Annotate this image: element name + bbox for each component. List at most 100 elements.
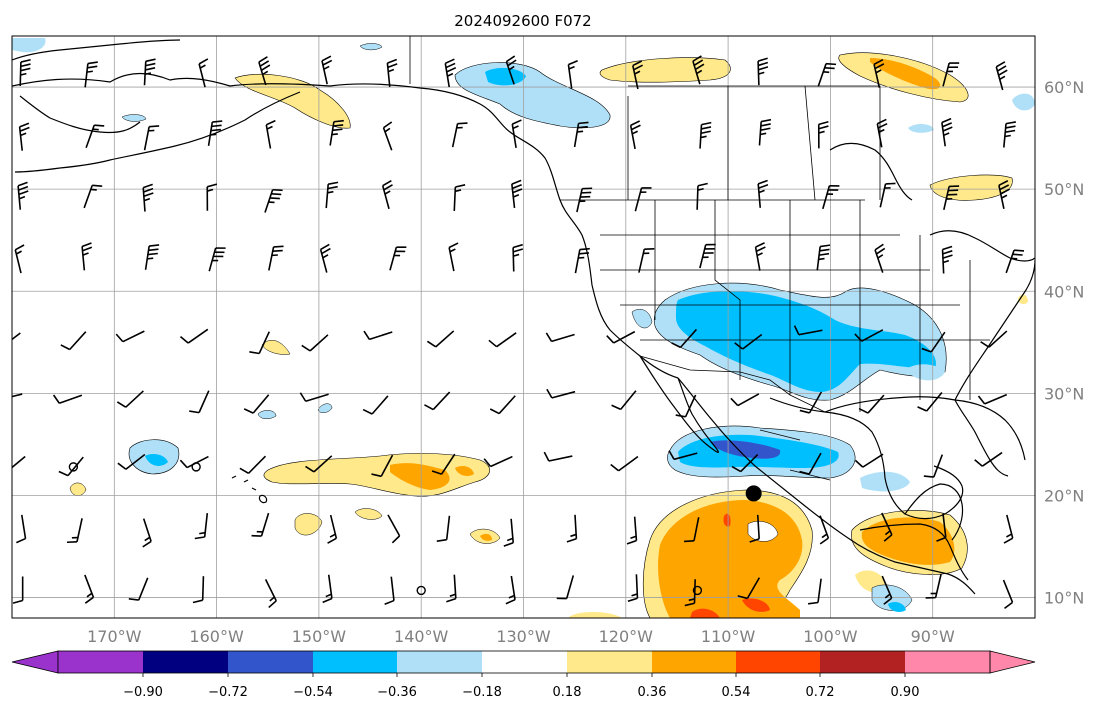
colorbar-segment xyxy=(567,651,652,673)
wind-barb-icon xyxy=(382,121,393,151)
wind-barb-icon xyxy=(12,332,21,341)
wind-barb-icon xyxy=(737,577,761,600)
colorbar-segment xyxy=(905,651,990,673)
wind-barb-icon xyxy=(503,518,515,547)
wind-barb-icon xyxy=(543,451,573,462)
wind-barb-icon xyxy=(611,390,637,411)
wind-barbs xyxy=(12,55,1025,610)
contour-small-blue-2 xyxy=(121,114,147,122)
colorbar: −0.90 −0.72 −0.54 −0.36 −0.18 0.18 0.36 0.54 0.7… xyxy=(11,650,1036,700)
wind-barb-icon xyxy=(243,394,270,414)
coastline-gulf xyxy=(769,397,964,520)
wind-barb-icon xyxy=(142,183,154,212)
wind-barb-icon xyxy=(995,61,1008,91)
wind-barb-icon xyxy=(854,453,884,468)
wind-barb-icon xyxy=(194,513,209,540)
contour-orange-pacific-small-3 xyxy=(480,533,492,541)
wind-barb-icon xyxy=(363,330,393,341)
longitude-tick-label: 100°W xyxy=(803,627,858,646)
contour-light-blue-east xyxy=(1012,93,1035,111)
wind-barb-icon xyxy=(258,56,271,86)
wind-barb-icon xyxy=(117,453,146,470)
wind-barb-icon xyxy=(749,514,760,543)
wind-barb-icon xyxy=(807,578,822,605)
contour-yellow-small-1 xyxy=(261,339,291,355)
wind-barb-icon xyxy=(606,330,636,344)
longitude-tick-label: 130°W xyxy=(496,627,551,646)
wind-barb-icon xyxy=(84,61,98,88)
wind-barb-icon xyxy=(18,122,30,151)
wind-barb-icon xyxy=(974,451,1003,467)
wind-barb-icon xyxy=(362,395,389,415)
contour-blue-south xyxy=(888,602,906,612)
figure-title: 2024092600 F072 xyxy=(454,12,591,30)
contour-yellow-south-band xyxy=(568,612,622,618)
wind-barb-icon xyxy=(734,333,763,350)
colorbar-segment xyxy=(736,651,820,673)
colorbar-label: −0.90 xyxy=(123,685,163,700)
wind-barb-icon xyxy=(754,242,766,271)
wind-barb-icon xyxy=(264,578,277,609)
wind-barb-icon xyxy=(699,243,716,269)
wind-barb-icon xyxy=(85,124,105,148)
wind-barb-icon xyxy=(249,331,271,355)
contour-orange-pacific-band xyxy=(390,463,450,490)
wind-barb-icon xyxy=(299,392,329,403)
wind-barb-icon xyxy=(854,329,884,342)
wind-barb-icon xyxy=(566,514,578,543)
longitude-tick-label: 150°W xyxy=(292,627,347,646)
wind-barb-icon xyxy=(684,517,700,543)
wind-barb-icon xyxy=(980,330,1008,348)
longitude-tick-label: 140°W xyxy=(394,627,449,646)
wind-barb-icon xyxy=(816,244,831,271)
contour-small-blue-3 xyxy=(908,124,934,133)
wind-barb-icon xyxy=(1005,249,1025,274)
contour-light-blue-small-5 xyxy=(317,403,333,413)
wind-barb-icon xyxy=(198,58,209,88)
wind-barb-icon xyxy=(921,331,946,353)
wind-barb-icon xyxy=(192,576,205,604)
colorbar-label: −0.54 xyxy=(293,685,333,700)
longitude-tick-label: 170°W xyxy=(87,627,142,646)
wind-barb-icon xyxy=(923,454,944,478)
wind-barb-icon xyxy=(66,518,83,544)
wind-barb-icon xyxy=(488,332,517,348)
wind-barb-icon xyxy=(386,58,398,88)
colorbar-extend-low xyxy=(11,650,59,674)
wind-barb-icon xyxy=(505,575,516,605)
wind-barb-icon xyxy=(822,184,840,210)
wind-barb-icon xyxy=(327,514,338,544)
wind-barb-icon xyxy=(817,62,837,87)
contour-yellow-pacific-small-2 xyxy=(354,508,383,520)
wind-barb-icon xyxy=(627,574,639,603)
colorbar-label: −0.18 xyxy=(462,685,502,700)
border-mexico-states xyxy=(759,429,831,481)
longitude-tick-label: 90°W xyxy=(911,627,955,646)
contour-yellow-pacific-small-1 xyxy=(294,513,323,536)
wind-barb-icon xyxy=(389,246,407,271)
wind-barb-icon xyxy=(301,334,329,352)
wind-barb-icon xyxy=(731,454,759,473)
latitude-tick-label: 30°N xyxy=(1044,384,1084,403)
wind-barb-icon xyxy=(144,244,160,270)
wind-barb-icon xyxy=(305,455,333,473)
contour-blue-gulf-alaska xyxy=(485,67,526,86)
wind-barb-icon xyxy=(207,120,223,146)
wind-barb-icon xyxy=(453,184,466,211)
wind-barb-icon xyxy=(448,242,459,272)
latitude-tick-label: 40°N xyxy=(1044,282,1084,301)
coastline-florida xyxy=(954,399,1009,477)
contour-light-blue-corner xyxy=(12,38,46,53)
longitude-tick-label: 120°W xyxy=(599,627,654,646)
wind-barb-icon xyxy=(16,514,27,544)
wind-barb-icon xyxy=(1003,514,1014,544)
contour-light-blue-small-4 xyxy=(257,410,277,419)
wind-barb-icon xyxy=(268,245,284,271)
wind-barb-icon xyxy=(489,395,516,415)
map-panel xyxy=(12,36,1035,618)
wind-barb-icon xyxy=(799,452,822,475)
longitude-tick-labels: 170°W 160°W 150°W 140°W 130°W 120°W 110°W 100°W… xyxy=(87,627,955,646)
colorbar-segment xyxy=(228,651,313,673)
open-circle-marker xyxy=(692,585,703,596)
colorbar-segment xyxy=(313,651,397,673)
